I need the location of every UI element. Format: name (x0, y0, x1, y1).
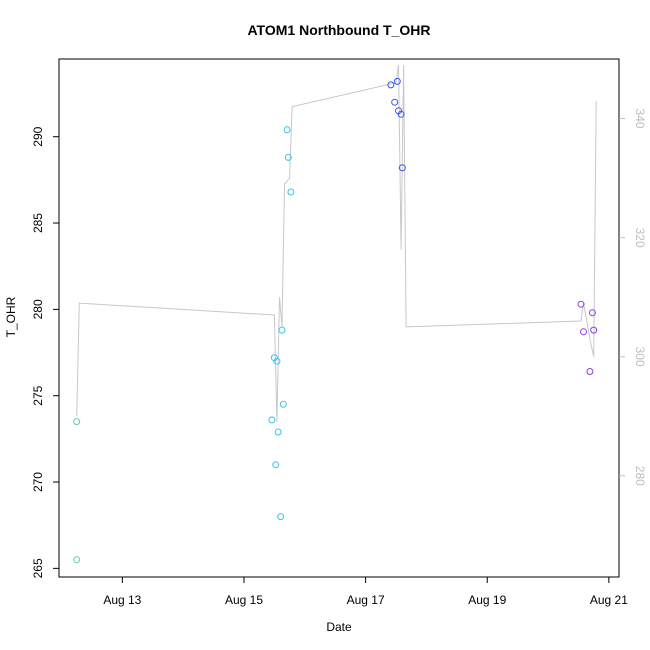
chart-title: ATOM1 Northbound T_OHR (247, 22, 430, 38)
data-point (278, 326, 286, 334)
data-point (279, 400, 287, 408)
data-point (586, 368, 594, 375)
data-point (287, 188, 295, 196)
data-point (283, 126, 291, 134)
x-tick-label: Aug 19 (468, 593, 506, 607)
y2-tick-label: 300 (633, 347, 647, 367)
data-point (284, 153, 292, 161)
data-points-group (73, 77, 598, 564)
data-point (73, 418, 81, 426)
y2-tick-label: 320 (633, 228, 647, 248)
data-point (580, 328, 587, 336)
data-point (577, 300, 585, 308)
data-point (588, 309, 596, 317)
data-point (274, 428, 282, 436)
y-tick-label: 265 (31, 558, 45, 578)
y-tick-label: 290 (31, 126, 45, 146)
y-tick-label: 280 (31, 299, 45, 319)
x-tick-label: Aug 17 (347, 593, 385, 607)
x-tick-label: Aug 13 (103, 593, 141, 607)
data-point (277, 513, 285, 521)
data-point (393, 77, 401, 85)
plot-frame (58, 58, 620, 578)
data-point (397, 110, 405, 118)
y-axis-label: T_OHR (4, 296, 18, 337)
data-point (590, 326, 598, 334)
data-point (272, 461, 280, 469)
data-point (273, 357, 281, 365)
data-point (387, 81, 395, 89)
y-tick-label: 270 (31, 472, 45, 492)
x-axis-label: Date (326, 620, 352, 634)
data-point (268, 416, 276, 424)
overlay-line-group (76, 64, 597, 423)
axes-group: 265 270 275 280 285 290 280 300 320 340 Aug 13 Aug … (31, 58, 647, 607)
y-tick-label: 275 (31, 385, 45, 405)
y2-tick-label: 280 (633, 466, 647, 486)
data-point (391, 98, 399, 106)
x-tick-label: Aug 15 (225, 593, 263, 607)
x-tick-label: Aug 21 (590, 593, 628, 607)
data-point (398, 164, 406, 172)
y2-tick-label: 340 (633, 109, 647, 129)
y-tick-label: 285 (31, 213, 45, 233)
data-point (73, 556, 81, 564)
overlay-line (76, 64, 597, 423)
